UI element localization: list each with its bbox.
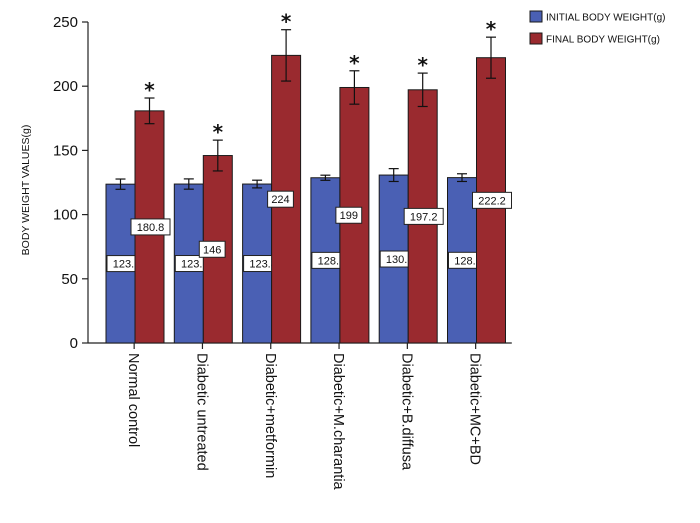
data-label: 222.2	[478, 195, 506, 207]
data-label: 128.8	[454, 255, 482, 267]
data-label-box	[335, 206, 363, 224]
data-label: 199	[340, 210, 358, 222]
data-label-box	[198, 240, 226, 258]
data-label: 197.2	[410, 211, 438, 223]
x-category-label: Diabetic+metformin	[262, 353, 278, 478]
data-label: 123.8	[181, 259, 209, 271]
data-label: 180.8	[137, 222, 165, 234]
significance-marker: *	[144, 78, 155, 102]
x-category-label: Diabetic+B.diffusa	[398, 353, 414, 471]
y-tick-label: 50	[61, 271, 78, 288]
x-axis: Normal control Diabetic untreated Diabetic…	[88, 342, 512, 491]
significance-marker: *	[213, 120, 224, 144]
data-label-box	[267, 190, 294, 208]
data-label: 224	[271, 194, 289, 206]
bars-group: 123.7 * 180.8 123.8 * 146 123.8 * 224 128.7 * 199 13…	[105, 10, 512, 344]
y-tick-label: 150	[53, 142, 78, 159]
data-label: 130.8	[386, 254, 414, 266]
significance-marker: *	[417, 53, 428, 77]
x-category-label: Diabetic+MC+BD	[467, 353, 483, 465]
data-label-box	[403, 207, 444, 225]
legend-swatch-initial	[529, 10, 543, 23]
data-label-box	[472, 191, 512, 209]
x-category-label: Diabetic+M.charantia	[330, 353, 346, 491]
legend-label: INITIAL BODY WEIGHT(g)	[546, 13, 665, 24]
data-label: 123.8	[249, 259, 277, 271]
data-label: 146	[203, 244, 221, 256]
significance-marker: *	[349, 51, 360, 75]
y-tick-label: 0	[70, 335, 78, 352]
x-category-label: Normal control	[125, 353, 141, 447]
legend: INITIAL BODY WEIGHT(g) FINAL BODY WEIGHT(…	[529, 10, 665, 46]
x-category-label: Diabetic untreated	[193, 353, 209, 471]
y-axis: 0 50 100 150 200 250	[53, 14, 89, 352]
significance-marker: *	[281, 10, 292, 34]
data-label: 123.7	[113, 259, 141, 271]
data-label-box	[130, 218, 171, 236]
y-tick-label: 250	[53, 14, 78, 31]
y-tick-label: 100	[53, 207, 78, 224]
significance-marker: *	[486, 17, 497, 41]
legend-swatch-final	[529, 32, 543, 45]
y-axis-label: BODY WEIGHT VALUES(g)	[20, 125, 32, 256]
legend-label: FINAL BODY WEIGHT(g)	[546, 35, 660, 46]
data-label: 128.7	[318, 255, 346, 267]
y-tick-label: 200	[53, 78, 78, 95]
